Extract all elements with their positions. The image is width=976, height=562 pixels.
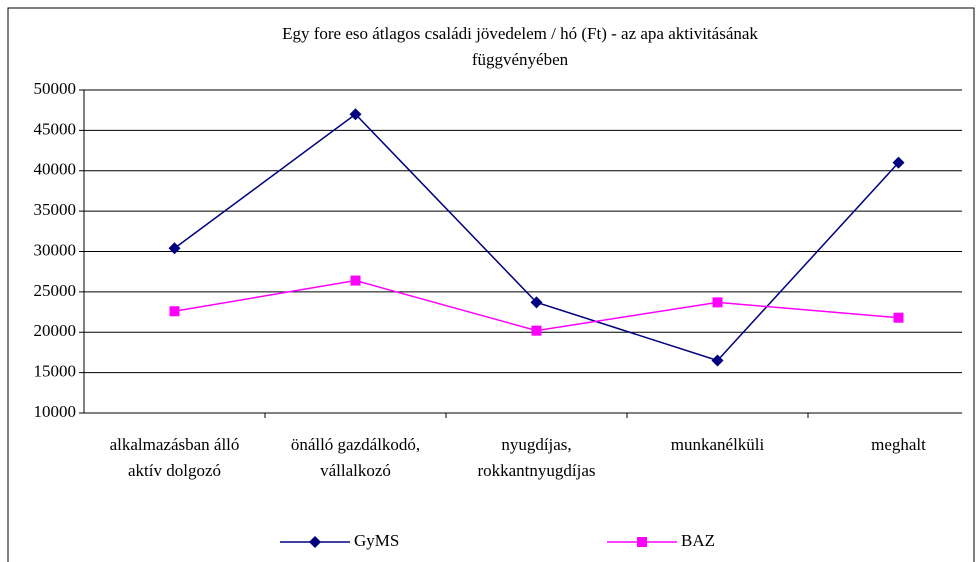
legend-label: BAZ xyxy=(681,531,715,550)
y-tick-label: 10000 xyxy=(34,402,77,421)
marker xyxy=(168,242,181,255)
marker xyxy=(893,312,904,323)
legend-label: GyMS xyxy=(354,531,399,550)
marker xyxy=(531,325,542,336)
x-tick-label: nyugdíjas, xyxy=(501,435,571,454)
x-tick-label: meghalt xyxy=(871,435,926,454)
y-tick-label: 25000 xyxy=(34,281,77,300)
x-tick-label: aktív dolgozó xyxy=(128,461,221,480)
y-tick-label: 35000 xyxy=(34,200,77,219)
marker xyxy=(349,108,362,121)
x-tick-label: munkanélküli xyxy=(671,435,765,454)
marker xyxy=(711,354,724,367)
marker xyxy=(169,306,180,317)
chart-title: függvényében xyxy=(472,50,569,69)
chart-frame xyxy=(7,7,975,562)
marker xyxy=(350,275,361,286)
marker xyxy=(892,156,905,169)
x-tick-label: vállalkozó xyxy=(320,461,391,480)
marker xyxy=(530,296,543,309)
x-tick-label: alkalmazásban álló xyxy=(110,435,240,454)
marker xyxy=(712,297,723,308)
y-tick-label: 15000 xyxy=(34,362,77,381)
y-tick-label: 30000 xyxy=(34,240,77,259)
y-tick-label: 20000 xyxy=(34,321,77,340)
y-tick-label: 50000 xyxy=(34,79,77,98)
x-tick-label: önálló gazdálkodó, xyxy=(291,435,420,454)
y-tick-label: 45000 xyxy=(34,119,77,138)
legend-marker xyxy=(637,537,647,547)
x-tick-label: rokkantnyugdíjas xyxy=(477,461,595,480)
y-tick-label: 40000 xyxy=(34,160,77,179)
legend-marker xyxy=(309,536,321,548)
chart-title: Egy fore eso átlagos családi jövedelem /… xyxy=(282,24,758,43)
